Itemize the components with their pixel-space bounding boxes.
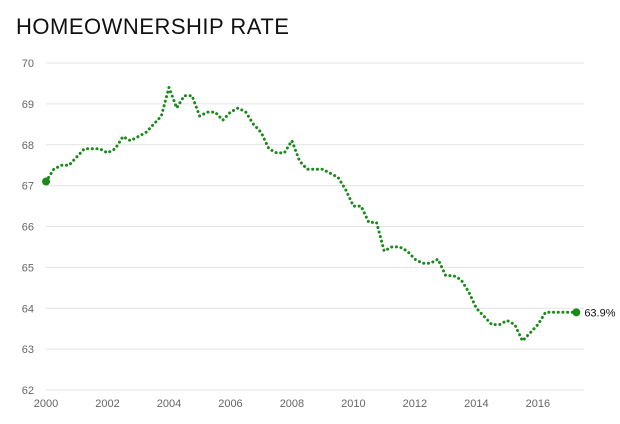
x-tick-label: 2016 (526, 398, 550, 410)
y-tick-label: 67 (22, 181, 34, 193)
x-tick-label: 2006 (218, 398, 242, 410)
series-group (44, 86, 578, 343)
x-tick-label: 2000 (34, 398, 58, 410)
end-point-marker (572, 308, 581, 317)
x-tick-label: 2002 (95, 398, 119, 410)
y-axis-ticks: 62 63 64 65 66 67 68 69 70 (22, 58, 34, 397)
y-tick-label: 69 (22, 99, 34, 111)
y-tick-label: 70 (22, 58, 34, 70)
y-tick-label: 65 (22, 262, 34, 274)
marker-group: 63.9% (42, 177, 616, 319)
end-value-label: 63.9% (584, 307, 615, 319)
x-axis-ticks: 2000 2002 2004 2006 2008 2010 2012 2014 2016 (34, 398, 550, 410)
x-tick-label: 2008 (280, 398, 304, 410)
y-tick-label: 66 (22, 222, 34, 234)
y-tick-label: 64 (22, 303, 34, 315)
chart-title: HOMEOWNERSHIP RATE (16, 14, 290, 39)
y-tick-label: 63 (22, 344, 34, 356)
x-tick-label: 2014 (464, 398, 488, 410)
y-tick-label: 62 (22, 385, 34, 397)
x-tick-label: 2004 (157, 398, 181, 410)
start-point-marker (42, 177, 50, 186)
x-tick-label: 2012 (403, 398, 427, 410)
y-tick-label: 68 (22, 140, 34, 152)
grid-lines (46, 62, 584, 391)
homeownership-series-line (44, 86, 578, 343)
x-tick-label: 2010 (341, 398, 365, 410)
